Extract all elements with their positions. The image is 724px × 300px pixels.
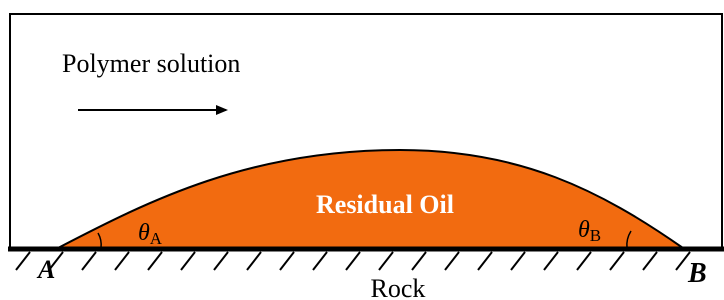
point-label: A	[36, 255, 55, 284]
hatch-line	[643, 252, 657, 270]
hatch-line	[577, 252, 591, 270]
surface-label: Rock	[371, 274, 426, 300]
hatch-line	[82, 252, 96, 270]
point-label: B	[687, 258, 707, 289]
hatch-line	[247, 252, 261, 270]
angle-subscript: A	[150, 229, 163, 248]
hatch-line	[610, 252, 624, 270]
rock-hatching	[16, 252, 690, 270]
angle-subscript: B	[590, 226, 601, 245]
hatch-line	[478, 252, 492, 270]
flow-label: Polymer solution	[62, 49, 240, 78]
hatch-line	[148, 252, 162, 270]
angle-symbol: θ	[138, 220, 150, 246]
hatch-line	[445, 252, 459, 270]
hatch-line	[412, 252, 426, 270]
hatch-line	[280, 252, 294, 270]
hatch-line	[346, 252, 360, 270]
hatch-line	[16, 252, 30, 270]
hatch-line	[115, 252, 129, 270]
hatch-line	[544, 252, 558, 270]
hatch-line	[181, 252, 195, 270]
angle-symbol: θ	[578, 217, 590, 243]
hatch-line	[313, 252, 327, 270]
hatch-line	[511, 252, 525, 270]
hatch-line	[214, 252, 228, 270]
hatch-line	[379, 252, 393, 270]
diagram: Polymer solution Residual Oil θA θB A B …	[0, 0, 724, 300]
oil-label: Residual Oil	[316, 190, 454, 219]
